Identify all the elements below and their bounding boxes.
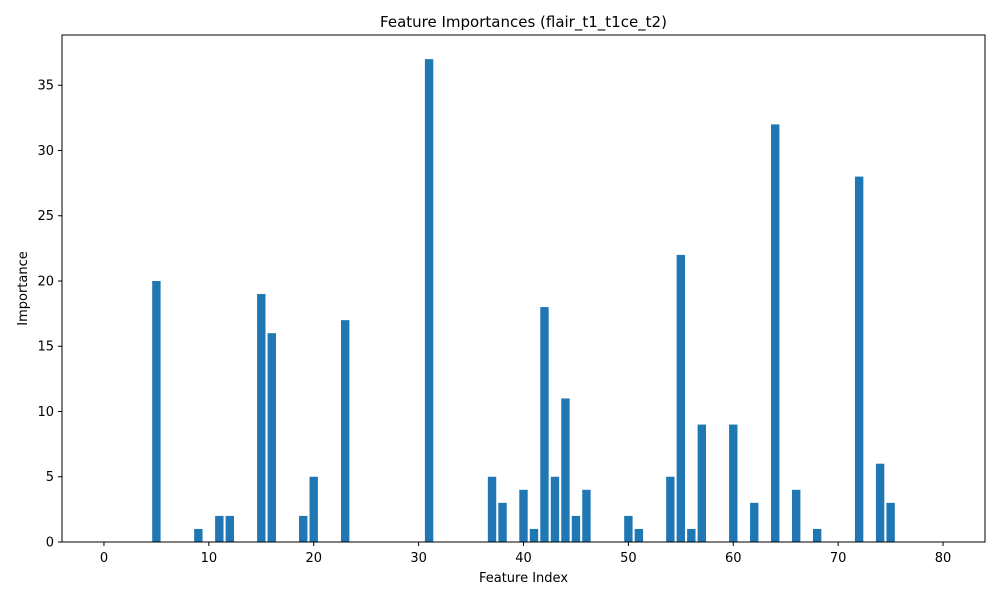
y-tick-label: 25 [37,209,54,224]
x-tick-label: 20 [305,551,322,566]
chart-title: Feature Importances (flair_t1_t1ce_t2) [380,13,667,32]
y-axis-title: Importance [16,251,31,326]
bar-feature-19 [299,515,308,542]
bar-feature-9 [194,528,203,542]
bar-feature-20 [309,476,318,542]
x-tick-label: 30 [410,551,427,566]
bar-feature-41 [529,528,539,542]
x-axis-ticks: 0 10 20 30 40 50 60 70 80 [100,542,952,566]
bar-feature-54 [666,476,675,542]
bar-feature-44 [561,398,570,542]
x-tick-label: 0 [100,551,108,566]
bar-feature-62 [750,502,759,542]
bar-feature-43 [550,476,560,542]
x-tick-label: 80 [935,551,952,566]
bar-feature-72 [854,176,864,542]
bar-feature-16 [267,333,276,542]
y-tick-label: 30 [37,144,54,159]
y-tick-label: 10 [37,405,54,420]
bar-feature-60 [729,424,738,542]
bar-feature-56 [687,528,696,542]
bar-feature-75 [886,502,895,542]
bars-group [152,59,895,542]
bar-feature-51 [634,528,644,542]
bar-feature-68 [812,528,822,542]
bar-feature-74 [875,463,885,542]
y-tick-label: 15 [37,340,54,355]
x-axis-title: Feature Index [479,571,568,586]
x-tick-label: 40 [515,551,532,566]
x-tick-label: 60 [725,551,742,566]
bar-feature-42 [540,307,549,542]
x-tick-label: 10 [201,551,218,566]
bar-feature-45 [571,515,581,542]
bar-feature-46 [582,489,591,542]
bar-feature-5 [152,281,161,542]
y-tick-label: 35 [37,79,54,94]
x-tick-label: 50 [620,551,637,566]
bar-feature-31 [424,59,434,542]
x-tick-label: 70 [830,551,847,566]
plot-frame [61,34,986,543]
bar-feature-64 [771,124,780,542]
bar-feature-50 [624,515,633,542]
bar-feature-66 [792,489,801,542]
y-tick-label: 0 [46,536,54,551]
bar-feature-57 [697,424,706,542]
bar-feature-15 [257,294,266,542]
bar-feature-55 [676,254,686,542]
bar-feature-38 [498,502,507,542]
y-tick-label: 20 [37,274,54,289]
bar-feature-23 [341,320,350,542]
y-axis-ticks: 0 5 10 15 20 25 30 35 [37,79,62,551]
bar-feature-11 [215,515,224,542]
bar-feature-40 [519,489,528,542]
y-tick-label: 5 [46,470,54,485]
bar-feature-37 [487,476,497,542]
bar-feature-12 [225,515,235,542]
